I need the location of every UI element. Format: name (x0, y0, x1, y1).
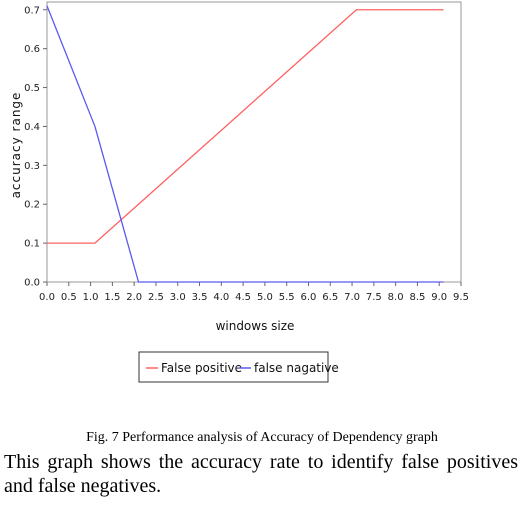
legend-label-false-negative: false nagative (254, 361, 339, 375)
plot-area (46, 1, 462, 283)
x-tick-label: 6.0 (301, 292, 317, 303)
y-tick-label: 0.4 (24, 122, 40, 133)
x-tick-label: 7.0 (344, 292, 360, 303)
x-tick-label: 2.0 (126, 292, 142, 303)
y-tick-label: 0.5 (24, 83, 40, 94)
legend-label-false-positive: False positive (161, 361, 242, 375)
series-line-false-positive (47, 9, 444, 244)
x-tick-label: 4.0 (213, 292, 229, 303)
legend-box (138, 351, 329, 383)
x-tick-label: 3.5 (192, 292, 208, 303)
chart: 0.0 0.5 1.0 1.5 2.0 2.5 3.0 3.5 4.0 4.5 5.0 5.5 6.0 6… (9, 1, 469, 383)
x-tick-label: 1.0 (83, 292, 99, 303)
x-tick-label: 0.0 (39, 292, 55, 303)
y-tick-label: 0.6 (24, 44, 40, 55)
x-tick-label: 9.5 (453, 292, 469, 303)
y-tick-label: 0.3 (24, 161, 40, 172)
x-axis: 0.0 0.5 1.0 1.5 2.0 2.5 3.0 3.5 4.0 4.5 5.0 5.5 6.0 6… (39, 282, 469, 303)
y-tick-label: 0.2 (24, 200, 40, 211)
y-axis: 0.0 0.1 0.2 0.3 0.4 0.5 0.6 0.7 (24, 5, 47, 289)
x-tick-label: 4.5 (235, 292, 251, 303)
y-tick-label: 0.7 (24, 5, 40, 16)
series-lines (46, 5, 444, 283)
x-tick-label: 3.0 (170, 292, 186, 303)
x-tick-label: 1.5 (104, 292, 120, 303)
x-tick-label: 5.5 (279, 292, 295, 303)
x-tick-label: 7.5 (366, 292, 382, 303)
y-tick-label: 0.1 (24, 239, 40, 250)
x-tick-label: 5.0 (257, 292, 273, 303)
x-tick-label: 2.5 (148, 292, 164, 303)
y-tick-label: 0.0 (24, 278, 40, 289)
x-tick-label: 0.5 (61, 292, 77, 303)
y-axis-title: accuracy range (9, 92, 23, 199)
figure-caption: Fig. 7 Performance analysis of Accuracy … (86, 430, 438, 445)
x-tick-label: 6.5 (322, 292, 338, 303)
legend: False positive false nagative (138, 351, 339, 383)
x-tick-label: 8.0 (388, 292, 404, 303)
x-tick-label: 9.0 (431, 292, 447, 303)
x-tick-label: 8.5 (409, 292, 425, 303)
series-line-false-negative (46, 5, 444, 283)
x-axis-title: windows size (216, 319, 295, 333)
body-paragraph: This graph shows the accuracy rate to id… (4, 451, 518, 497)
